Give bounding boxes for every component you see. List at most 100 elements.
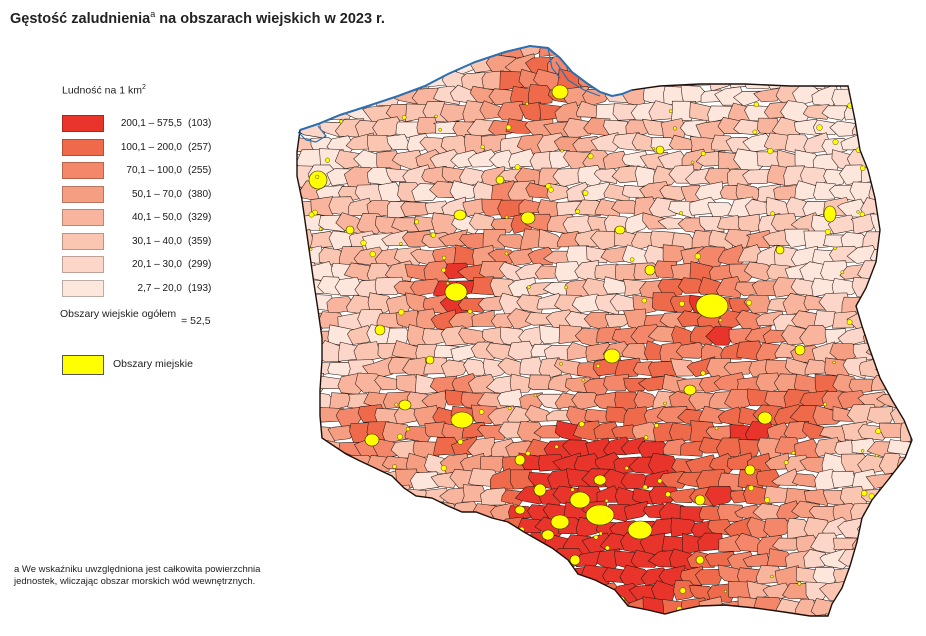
urban-area (700, 370, 706, 376)
commune-cell (904, 88, 912, 108)
commune-cell (886, 538, 912, 550)
commune-cell (405, 518, 434, 539)
commune-cell (318, 570, 344, 583)
commune-cell (755, 342, 785, 364)
commune-cell (305, 550, 336, 568)
commune-cell (445, 618, 471, 634)
commune-cell (716, 276, 743, 299)
commune-cell (334, 502, 368, 522)
commune-cell (592, 617, 620, 635)
urban-area (428, 555, 433, 559)
communes-layer (297, 46, 912, 635)
urban-area (746, 299, 752, 306)
commune-cell (299, 600, 325, 616)
urban-area (594, 587, 600, 592)
urban-area (791, 450, 796, 455)
commune-cell (317, 276, 343, 296)
urban-area (527, 285, 531, 290)
urban-area (775, 245, 785, 255)
commune-cell (488, 565, 521, 587)
commune-cell (557, 46, 585, 58)
commune-cell (766, 548, 792, 567)
commune-cell (384, 548, 412, 570)
urban-area (593, 474, 607, 486)
commune-cell (876, 484, 906, 505)
commune-cell (717, 215, 742, 231)
commune-cell (307, 46, 339, 58)
commune-cell (613, 357, 643, 379)
commune-cell (324, 489, 358, 506)
commune-cell (909, 438, 912, 460)
commune-cell (391, 532, 420, 553)
commune-cell (691, 613, 716, 616)
commune-cell (887, 182, 912, 202)
commune-cell (429, 532, 457, 554)
urban-area (430, 232, 436, 238)
urban-area (569, 554, 581, 566)
commune-cell (477, 584, 509, 602)
commune-cell (329, 454, 355, 475)
commune-cell (309, 68, 334, 91)
commune-cell (678, 52, 705, 75)
commune-cell (343, 46, 373, 58)
commune-cell (603, 374, 629, 391)
urban-area (763, 80, 769, 85)
urban-area (450, 567, 454, 571)
commune-cell (440, 520, 466, 540)
commune-cell (297, 505, 308, 523)
commune-cell (509, 534, 536, 552)
commune-cell (356, 536, 387, 552)
urban-area (832, 139, 839, 146)
commune-cell (305, 516, 340, 540)
commune-cell (896, 485, 912, 508)
commune-cell (374, 599, 403, 615)
commune-cell (324, 101, 353, 121)
commune-cell (554, 581, 584, 600)
commune-cell (850, 212, 876, 235)
commune-cell (372, 52, 406, 72)
commune-cell (593, 46, 621, 60)
commune-cell (602, 150, 630, 171)
commune-cell (325, 520, 355, 539)
urban-area (543, 596, 550, 603)
commune-cell (381, 612, 415, 616)
commune-cell (907, 470, 912, 487)
commune-cell (870, 213, 897, 234)
commune-cell (751, 53, 780, 75)
urban-area (833, 246, 837, 251)
commune-cell (518, 101, 543, 123)
commune-cell (368, 518, 391, 540)
urban-area (533, 393, 537, 398)
commune-cell (632, 614, 660, 616)
commune-cell (297, 537, 306, 554)
commune-cell (375, 564, 404, 586)
commune-cell (784, 613, 810, 616)
commune-cell (499, 614, 526, 616)
urban-area (446, 567, 453, 573)
commune-cell (458, 613, 486, 616)
urban-area (534, 593, 538, 598)
commune-cell (309, 580, 339, 598)
commune-cell (880, 582, 906, 602)
commune-cell (481, 612, 509, 616)
legend-range: 50,1 – 70,0 (131, 188, 182, 200)
commune-cell (463, 518, 490, 536)
urban-area (498, 531, 505, 539)
commune-cell (714, 54, 748, 76)
commune-cell (347, 582, 372, 602)
urban-area (603, 348, 621, 364)
legend-row: 20,1 – 30,0 (299) (62, 255, 212, 273)
commune-cell (297, 421, 316, 444)
urban-area (832, 360, 836, 365)
urban-area (630, 257, 635, 262)
commune-cell (593, 168, 620, 185)
urban-area (308, 170, 328, 190)
commune-cell (385, 581, 411, 602)
commune-cell (297, 324, 315, 347)
commune-cell (735, 183, 762, 200)
commune-cell (297, 277, 311, 298)
urban-area (663, 401, 667, 406)
urban-area (816, 124, 823, 131)
commune-cell (803, 489, 829, 506)
legend-swatch (62, 279, 104, 297)
